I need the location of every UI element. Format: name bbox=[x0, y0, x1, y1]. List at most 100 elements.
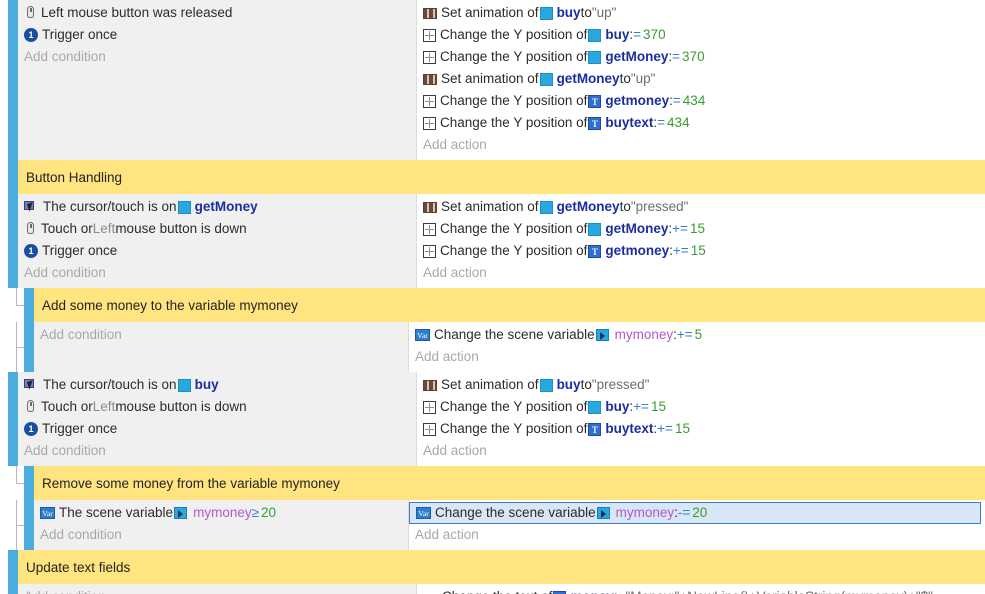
action-row[interactable]: Set animation of buy to "pressed" bbox=[417, 374, 985, 396]
add-action-button[interactable]: Add action bbox=[415, 349, 479, 364]
actions-column[interactable]: Set animation of getMoney to "pressed" Ch… bbox=[417, 194, 985, 288]
add-condition-button[interactable]: Add condition bbox=[40, 327, 122, 342]
variable-badge-icon: Var bbox=[416, 507, 431, 519]
action-row[interactable]: Change the Y position of buy: = 370 bbox=[417, 24, 985, 46]
add-condition-button[interactable]: Add condition bbox=[40, 527, 122, 542]
comment-event[interactable]: Remove some money from the variable mymo… bbox=[0, 466, 985, 500]
comment-event[interactable]: Button Handling bbox=[0, 160, 985, 194]
condition-row[interactable]: Touch or Left mouse button is down bbox=[18, 396, 416, 418]
sprite-object-icon bbox=[539, 378, 553, 392]
variable-icon bbox=[174, 507, 188, 519]
add-action-button[interactable]: Add action bbox=[423, 443, 487, 458]
action-row[interactable]: Change the Y position of getMoney: += 15 bbox=[417, 218, 985, 240]
cursor-icon bbox=[24, 200, 39, 214]
add-condition-button[interactable]: Add condition bbox=[24, 49, 106, 64]
action-row[interactable]: Set animation of getMoney to "up" bbox=[417, 68, 985, 90]
trigger-once-icon: 1 bbox=[24, 422, 38, 436]
event[interactable]: Add condition txt Change the text of Tmone… bbox=[0, 584, 985, 594]
spacer bbox=[0, 466, 8, 500]
comment-event[interactable]: Add some money to the variable mymoney bbox=[0, 288, 985, 322]
variable-icon bbox=[596, 507, 610, 519]
actions-column[interactable]: txt Change the text of Tmoney: ="Money:"+… bbox=[417, 584, 985, 594]
action-row[interactable]: Set animation of buy to "up" bbox=[417, 2, 985, 24]
spacer bbox=[0, 322, 8, 372]
action-row[interactable]: Var Change the scene variable mymoney: -=… bbox=[409, 502, 981, 524]
condition-row[interactable]: 1 Trigger once bbox=[18, 240, 416, 262]
comment-text[interactable]: Button Handling bbox=[18, 160, 985, 194]
conditions-column[interactable]: Add condition bbox=[18, 584, 417, 594]
add-condition-button[interactable]: Add condition bbox=[24, 265, 106, 280]
event-color-bar bbox=[8, 550, 18, 584]
action-row[interactable]: Var Change the scene variable mymoney: +=… bbox=[409, 324, 985, 346]
add-action-button[interactable]: Add action bbox=[423, 265, 487, 280]
comment-text[interactable]: Add some money to the variable mymoney bbox=[34, 288, 985, 322]
static-text: The cursor/touch is on bbox=[43, 377, 177, 392]
static-text: to bbox=[619, 71, 631, 86]
position-icon bbox=[423, 400, 436, 414]
sprite-object-icon bbox=[588, 50, 602, 64]
static-text: Set animation of bbox=[441, 5, 539, 20]
add-condition-button[interactable]: Add condition bbox=[18, 586, 416, 594]
object-name: money bbox=[570, 586, 614, 594]
cursor-icon bbox=[24, 378, 39, 392]
action-row[interactable]: txt Change the text of Tmoney: ="Money:"+… bbox=[417, 586, 985, 594]
separator: : bbox=[668, 49, 673, 64]
value-number: 20 bbox=[261, 505, 277, 520]
conditions-column[interactable]: Var The scene variable mymoney ≥ 20 Add c… bbox=[34, 500, 409, 550]
text-object-icon: T bbox=[588, 116, 602, 130]
add-action-button[interactable]: Add action bbox=[415, 527, 479, 542]
action-row[interactable]: Set animation of getMoney to "pressed" bbox=[417, 196, 985, 218]
actions-column[interactable]: Var Change the scene variable mymoney: -=… bbox=[409, 500, 985, 550]
conditions-column[interactable]: Add condition bbox=[34, 322, 409, 372]
text-object-icon: T bbox=[588, 422, 602, 436]
add-condition-button[interactable]: Add condition bbox=[24, 443, 106, 458]
position-icon bbox=[423, 422, 436, 436]
sprite-object-icon bbox=[539, 6, 553, 20]
condition-row[interactable]: Var The scene variable mymoney ≥ 20 bbox=[34, 502, 408, 524]
string-literal: "up" bbox=[630, 71, 656, 86]
object-name: getMoney bbox=[605, 49, 669, 64]
position-icon bbox=[423, 50, 436, 64]
action-row[interactable]: Change the Y position of getMoney: = 370 bbox=[417, 46, 985, 68]
condition-row[interactable]: 1 Trigger once bbox=[18, 24, 416, 46]
operator: ≥ bbox=[251, 505, 260, 520]
animation-icon bbox=[423, 73, 437, 85]
text-object-icon: T bbox=[588, 244, 602, 258]
actions-column[interactable]: Var Change the scene variable mymoney: +=… bbox=[409, 322, 985, 372]
object-name: buy bbox=[556, 5, 581, 20]
event[interactable]: Left mouse button was released 1 Trigger o… bbox=[0, 0, 985, 160]
condition-row[interactable]: 1 Trigger once bbox=[18, 418, 416, 440]
mouse-icon bbox=[24, 400, 37, 414]
static-text: Change the Y position of bbox=[440, 399, 588, 414]
add-action-button[interactable]: Add action bbox=[423, 137, 487, 152]
operator: = bbox=[672, 93, 681, 108]
event[interactable]: The cursor/touch is on buy Touch or Left … bbox=[0, 372, 985, 466]
event[interactable]: Var The scene variable mymoney ≥ 20 Add c… bbox=[0, 500, 985, 550]
condition-row[interactable]: The cursor/touch is on getMoney bbox=[18, 196, 416, 218]
position-icon bbox=[423, 94, 436, 108]
comment-event[interactable]: Update text fields bbox=[0, 550, 985, 584]
spacer bbox=[0, 584, 8, 594]
actions-column[interactable]: Set animation of buy to "up" Change the Y… bbox=[417, 0, 985, 160]
static-text: mouse button is down bbox=[115, 221, 247, 236]
action-row[interactable]: Change the Y position of buy: += 15 bbox=[417, 396, 985, 418]
comment-text[interactable]: Remove some money from the variable mymo… bbox=[34, 466, 985, 500]
conditions-column[interactable]: The cursor/touch is on getMoney Touch or … bbox=[18, 194, 417, 288]
condition-row[interactable]: Left mouse button was released bbox=[18, 2, 416, 24]
condition-row[interactable]: Touch or Left mouse button is down bbox=[18, 218, 416, 240]
conditions-column[interactable]: The cursor/touch is on buy Touch or Left … bbox=[18, 372, 417, 466]
actions-column[interactable]: Set animation of buy to "pressed" Change … bbox=[417, 372, 985, 466]
conditions-column[interactable]: Left mouse button was released 1 Trigger o… bbox=[18, 0, 417, 160]
condition-row[interactable]: The cursor/touch is on buy bbox=[18, 374, 416, 396]
event[interactable]: Add condition Var Change the scene variabl… bbox=[0, 322, 985, 372]
comment-text[interactable]: Update text fields bbox=[18, 550, 985, 584]
object-name: getMoney bbox=[605, 221, 669, 236]
event[interactable]: The cursor/touch is on getMoney Touch or … bbox=[0, 194, 985, 288]
value-number: 370 bbox=[643, 27, 666, 42]
mouse-icon bbox=[24, 6, 37, 20]
